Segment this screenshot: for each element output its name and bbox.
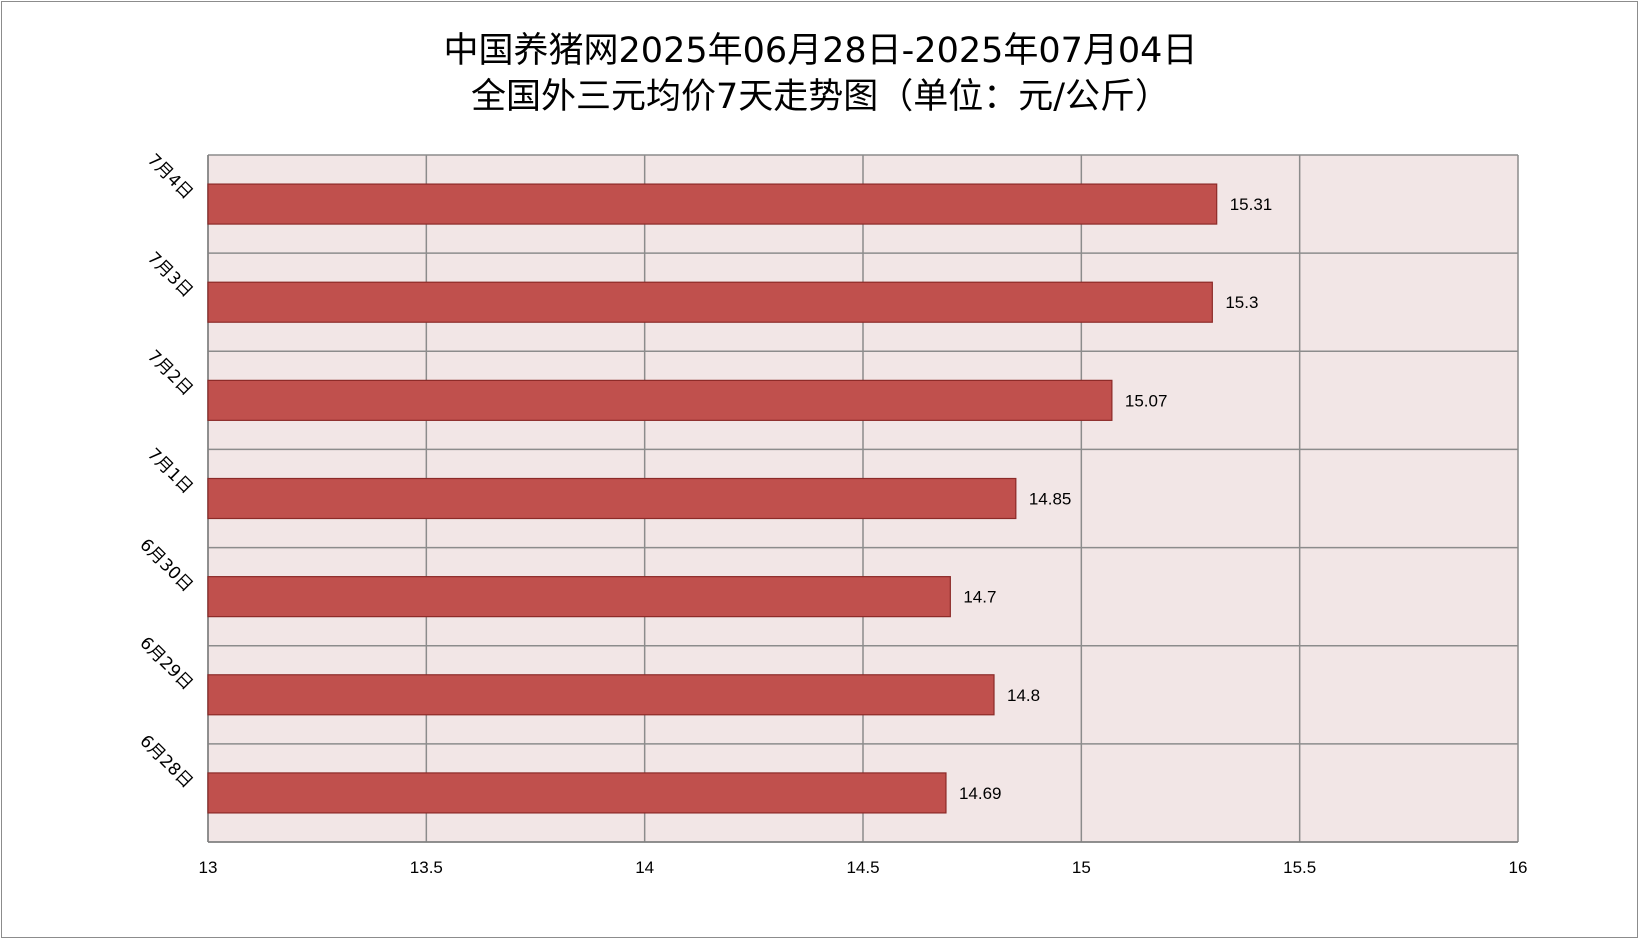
category-label: 6月28日 [135,731,196,792]
category-label: 6月30日 [135,535,196,596]
chart-title-line-2: 全国外三元均价7天走势图（单位：元/公斤） [470,77,1171,117]
category-label: 7月2日 [143,346,196,399]
bar-7月1日 [207,477,1017,520]
x-tick-label: 14.5 [846,858,879,877]
data-label: 14.8 [1007,686,1040,705]
x-tick-label: 15.5 [1283,858,1316,877]
x-tick-label: 13.5 [410,858,443,877]
data-label: 14.7 [963,588,996,607]
category-label: 6月29日 [135,633,196,694]
data-label: 14.69 [959,784,1002,803]
data-label: 14.85 [1029,490,1072,509]
category-label: 7月1日 [143,445,196,498]
bar-6月29日 [207,674,995,716]
bar-7月2日 [207,379,1113,421]
bar-6月28日 [207,772,947,814]
x-tick-label: 14 [635,858,654,877]
bar-6月30日 [207,576,951,618]
chart-title: 中国养猪网2025年06月28日-2025年07月04日 全国外三元均价7天走势… [0,28,1641,120]
category-label: 7月3日 [143,248,196,301]
x-tick-label: 15 [1072,858,1091,877]
data-label: 15.3 [1225,293,1258,312]
bar-7月3日 [207,281,1213,323]
category-label: 7月4日 [143,150,196,203]
chart-title-line-1: 中国养猪网2025年06月28日-2025年07月04日 [443,31,1198,71]
bar-7月4日 [207,183,1218,225]
data-label: 15.31 [1230,195,1273,214]
x-tick-label: 16 [1509,858,1528,877]
x-tick-label: 13 [199,858,218,877]
data-label: 15.07 [1125,391,1168,410]
